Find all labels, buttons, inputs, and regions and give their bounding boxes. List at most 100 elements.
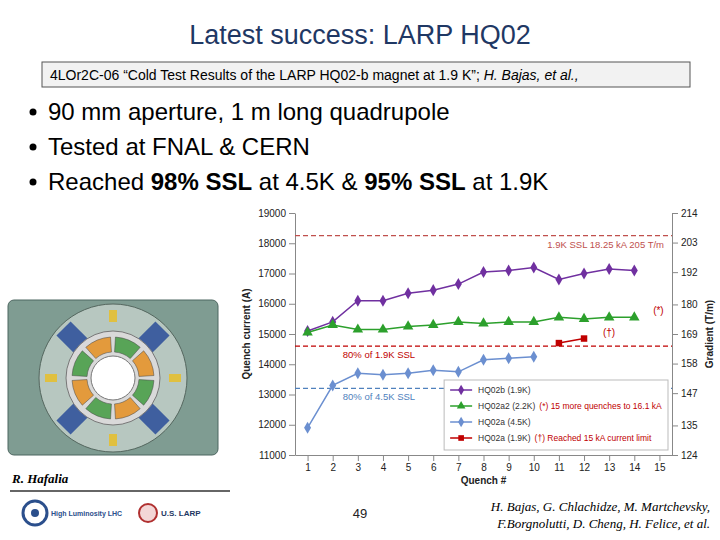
magnet-coil [115,397,141,418]
series-marker [329,379,336,391]
bullet-run: at 4.5K & [252,168,364,195]
x-axis-tick-label: 2 [330,462,336,473]
y2-axis-tick-mark [672,364,678,365]
series-marker [480,354,487,366]
legend-entry: HQ02a (4.5K) [478,417,531,427]
reference-line [295,235,672,236]
y2-axis-title: Gradient (T/m) [704,300,715,368]
y2-axis-tick: 158 [672,358,698,369]
x-axis-tick-mark [659,455,660,461]
bullet-text: Reached 98% SSL at 4.5K & 95% SSL at 1.9… [48,168,548,195]
bullet-run: at 1.9K [466,168,549,195]
series-marker [453,316,464,325]
series-marker [556,340,562,346]
series-marker [403,320,414,329]
series-marker [631,264,638,276]
x-axis-title: Quench # [461,475,507,486]
plot-marks [295,236,672,434]
series-marker [379,295,386,307]
y-axis-tick-label: 13000 [258,389,286,400]
authors: F.Borgnolutti, D. Cheng, H. Felice, et a… [496,516,710,531]
magnet-coil [115,337,141,358]
legend-box [444,380,668,450]
y2-axis-tick-mark [672,272,678,273]
slide-title: Latest success: LARP HQ02 [189,20,531,50]
series-line [308,357,534,428]
magnet-coil [86,337,112,358]
y-axis-tick-mark [289,274,295,275]
bullet-run: Reached [48,168,151,195]
bullet-run: 95% SSL [364,168,465,195]
magnet-key [169,374,181,382]
y-axis-tick: 19000 [258,208,295,219]
x-axis-tick-label: 9 [506,462,512,473]
series-marker [304,422,311,434]
magnet-coil [72,380,93,406]
y2-axis-tick-label: 203 [681,237,698,248]
y-axis-tick-mark [289,364,295,365]
bullet-text: 90 mm aperture, 1 m long quadrupole [48,98,450,125]
logo-hilumi-text: High Luminosity LHC [51,510,122,518]
x-axis-tick: 10 [529,455,541,473]
bullet-run: 90 mm aperture, 1 m long quadrupole [48,98,450,125]
y2-axis-tick-mark [672,393,678,394]
reference-label: 80% of 4.5K SSL [343,391,415,402]
legend-sample-marker [457,401,466,408]
logo-larp-mark [139,504,157,522]
y-axis-tick: 11000 [259,450,295,461]
x-axis-tick-mark [308,455,309,461]
series-marker [405,287,412,299]
series-marker [554,311,565,320]
x-axis-tick: 3 [356,455,362,473]
x-axis-tick-mark [458,455,459,461]
x-axis-tick-mark [509,455,510,461]
x-axis-tick-mark [408,455,409,461]
y-axis-tick-label: 15000 [258,329,286,340]
reference-run: H. Bajas, et al., [484,67,579,83]
series-marker [455,366,462,378]
legend-entry: HQ02b (1.9K) [478,385,531,395]
series-marker [503,316,514,325]
x-axis-tick-label: 7 [456,462,462,473]
y-axis: 1100012000130001400015000160001700018000… [258,208,295,461]
bullet-dot [30,144,37,151]
magnet-key [109,310,117,322]
magnet-key [109,434,117,446]
legend: HQ02b (1.9K)HQ02a2 (2.2K)(*) 15 more que… [444,380,668,450]
x-axis-tick-mark [559,455,560,461]
series-marker [579,313,590,322]
series-marker [302,326,313,335]
y-axis-tick-label: 17000 [258,268,286,279]
y-axis-tick: 17000 [258,268,295,279]
y-axis-tick: 13000 [258,389,295,400]
credit-rule [10,490,230,492]
legend-note: (*) 15 more quenches to 16.1 kA [539,401,662,411]
legend-name: HQ02a (1.9K) [478,433,531,443]
x-axis-tick-label: 4 [381,462,387,473]
magnet-bore [91,356,135,400]
y-axis-title: Quench current (A) [241,288,252,379]
y-axis-tick-label: 19000 [258,208,286,219]
series-marker [530,351,537,363]
y2-axis-tick: 203 [672,237,698,248]
y2-axis-tick: 147 [672,388,698,399]
magnet-coil [132,380,153,406]
y-axis-tick-label: 18000 [258,238,286,249]
legend-sample-marker [458,417,464,428]
series-marker [555,274,562,286]
y-axis-tick: 18000 [258,238,295,249]
series-marker [530,261,537,273]
series-line [308,267,635,331]
x-axis-tick: 14 [629,455,641,473]
x-axis-tick-label: 13 [604,462,616,473]
bullet-dot [30,179,37,186]
x-axis-tick-label: 3 [356,462,362,473]
legend-note: (†) Reached 15 kA current limit [535,433,652,443]
reference-run: 4LOr2C-06 “Cold Test Results of the LARP… [50,67,484,83]
magnet-coil [132,351,153,377]
bullet-run: Tested at FNAL & CERN [48,133,310,160]
series-marker [430,364,437,376]
y2-axis-tick-label: 214 [681,208,698,219]
x-axis-tick: 13 [604,455,616,473]
x-axis-tick-label: 10 [529,462,541,473]
